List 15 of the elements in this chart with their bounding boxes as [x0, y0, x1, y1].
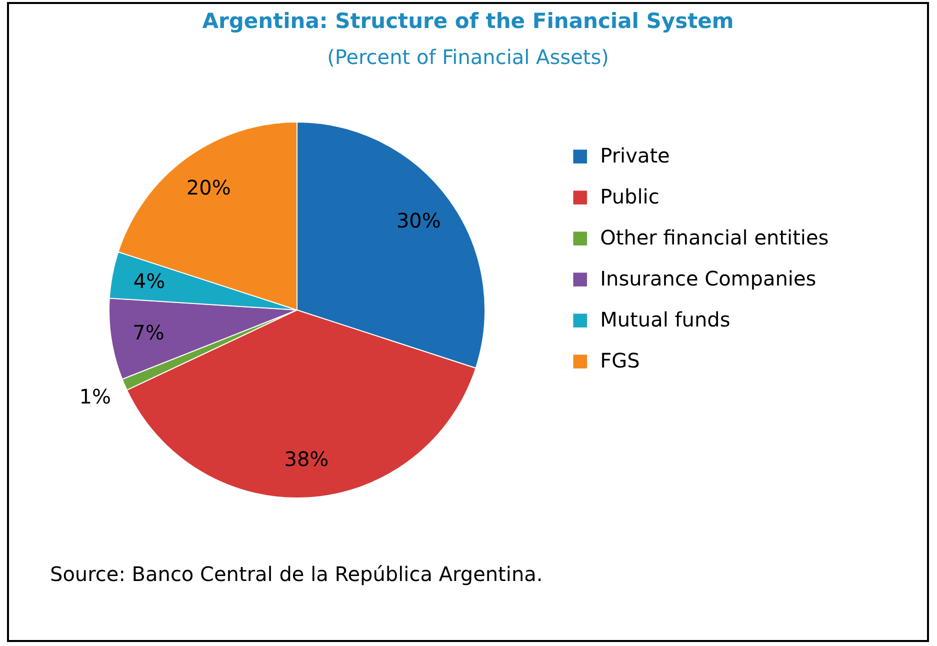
- chart-title: Argentina: Structure of the Financial System: [202, 9, 734, 33]
- data-label: 20%: [186, 175, 231, 200]
- legend-label: Private: [600, 144, 670, 168]
- data-label: 4%: [133, 268, 166, 293]
- legend-label: Other financial entities: [600, 226, 829, 250]
- data-label: 38%: [284, 447, 329, 472]
- data-label: 30%: [396, 208, 441, 233]
- legend-label: Mutual funds: [600, 308, 730, 332]
- source-note: Source: Banco Central de la República Argentina.: [50, 562, 543, 586]
- chart-subtitle: (Percent of Financial Assets): [327, 45, 609, 69]
- legend-label: Insurance Companies: [600, 266, 816, 291]
- legend-label: Public: [600, 184, 660, 209]
- data-label: 1%: [79, 384, 111, 408]
- legend-label: FGS: [600, 348, 640, 373]
- data-label: 7%: [132, 320, 164, 345]
